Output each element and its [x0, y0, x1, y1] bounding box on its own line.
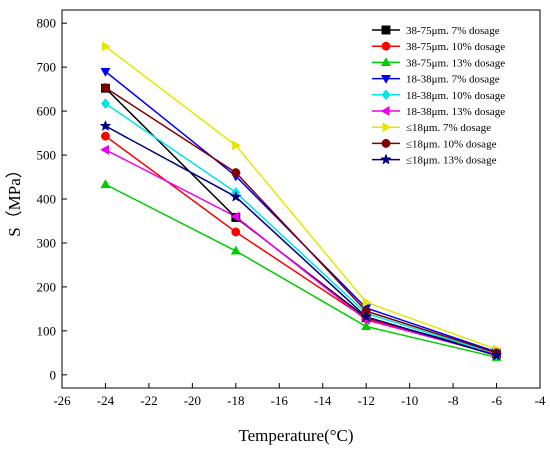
legend-marker: [381, 41, 391, 51]
legend-label: ≤18μm. 13% dosage: [406, 155, 497, 167]
x-tick-label: -4: [535, 393, 546, 408]
legend-marker: [381, 89, 391, 101]
data-point: [232, 140, 242, 151]
data-point: [230, 245, 241, 255]
data-point: [360, 310, 373, 322]
series-lines: [104, 45, 497, 358]
data-point: [100, 98, 110, 110]
series-line: [105, 102, 497, 355]
x-axis-title: Temperature(°C): [238, 426, 353, 445]
x-tick-label: -24: [97, 393, 115, 408]
y-tick-label: 800: [37, 16, 57, 31]
legend-marker: [381, 25, 391, 35]
legend-label: 38-75μm. 10% dosage: [406, 41, 505, 53]
legend-marker: [380, 74, 392, 84]
data-point: [230, 211, 240, 222]
series-line: [105, 45, 497, 351]
x-tick-label: -14: [314, 393, 332, 408]
series-line: [105, 135, 497, 356]
legend-label: 18-38μm. 7% dosage: [406, 74, 500, 86]
data-point: [101, 41, 111, 52]
y-tick-label: 0: [50, 367, 57, 382]
data-point: [361, 321, 372, 331]
data-point: [101, 83, 110, 93]
legend-marker: [381, 138, 391, 148]
legend: 38-75μm. 7% dosage 38-75μm. 10% dosage 38-…: [372, 25, 505, 167]
data-point: [100, 179, 111, 189]
data-point: [231, 168, 241, 178]
y-axis-title: S（MPa）: [5, 161, 24, 237]
y-tick-label: 400: [37, 192, 57, 207]
series-line: [105, 87, 497, 354]
x-tick-label: -8: [448, 393, 459, 408]
x-tick-label: -10: [401, 393, 418, 408]
legend-label: 18-38μm. 10% dosage: [406, 90, 505, 102]
x-axis-ticks: -26 -24 -22 -20 -18 -16 -14 -12 -10 -8 -6 -4: [53, 383, 546, 408]
data-point: [229, 190, 242, 202]
legend-label: ≤18μm. 10% dosage: [406, 138, 497, 150]
data-point: [99, 119, 112, 132]
legend-label: 38-75μm. 13% dosage: [406, 57, 505, 69]
legend-label: 18-38μm. 13% dosage: [406, 106, 505, 118]
series-line: [105, 149, 497, 356]
y-tick-label: 500: [37, 148, 57, 163]
data-point: [100, 144, 110, 155]
legend-label: ≤18μm. 7% dosage: [406, 122, 491, 134]
x-tick-label: -6: [491, 393, 502, 408]
series-line: [105, 125, 497, 357]
legend-marker: [380, 105, 390, 117]
series-line: [105, 183, 497, 358]
data-point: [231, 227, 241, 237]
x-tick-label: -20: [184, 393, 201, 408]
y-tick-label: 300: [37, 235, 57, 250]
x-tick-label: -16: [271, 393, 289, 408]
x-tick-label: -26: [53, 393, 71, 408]
series-markers: [99, 41, 503, 361]
y-tick-label: 600: [37, 104, 57, 119]
y-tick-label: 700: [37, 60, 57, 75]
data-point: [362, 297, 372, 308]
y-tick-label: 100: [37, 323, 57, 338]
legend-marker: [380, 153, 392, 165]
data-point: [490, 349, 503, 361]
legend-marker: [380, 57, 392, 67]
data-point: [100, 67, 111, 77]
x-tick-label: -12: [358, 393, 375, 408]
y-tick-label: 200: [37, 279, 57, 294]
legend-marker: [382, 122, 392, 133]
x-tick-label: -22: [140, 393, 157, 408]
y-axis-ticks: 0 100 200 300 400 500 600 700 800: [37, 16, 67, 382]
data-point: [101, 131, 110, 141]
legend-label: 38-75μm. 7% dosage: [406, 25, 500, 37]
x-tick-label: -18: [227, 393, 244, 408]
